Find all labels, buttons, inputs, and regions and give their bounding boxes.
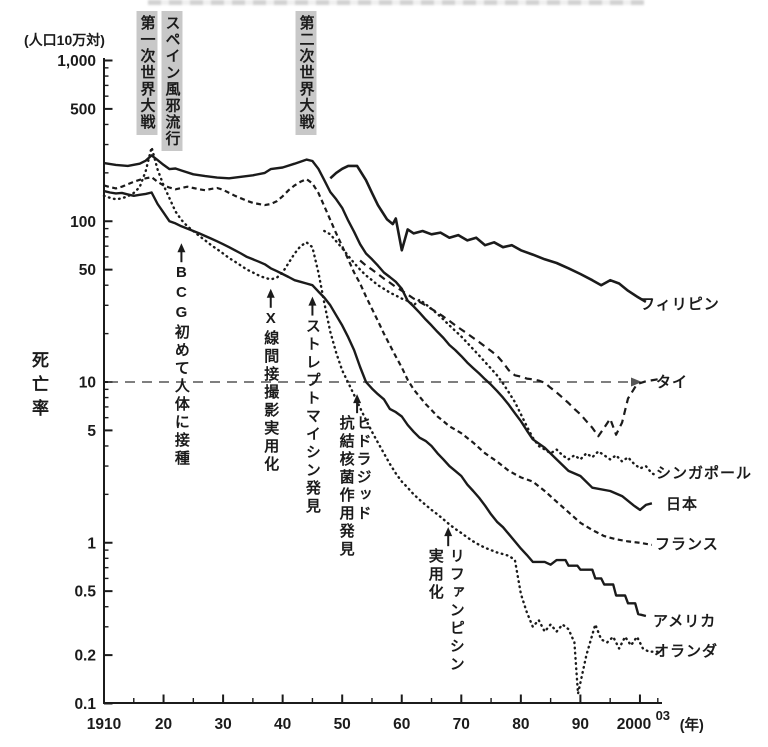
series-line-singapore — [323, 229, 659, 478]
y-tick-label: 1,000 — [57, 53, 96, 70]
series-line-thailand — [359, 259, 658, 438]
x-axis-unit-label: (年) — [680, 716, 704, 734]
x-tick-label: 2000 — [617, 716, 651, 733]
x-tick-label: 70 — [453, 716, 470, 733]
x-tick-label: 90 — [572, 716, 589, 733]
up-arrow-icon — [308, 296, 317, 306]
up-arrow-icon — [353, 394, 362, 404]
axis-lines — [103, 58, 662, 704]
y-tick-label: 5 — [87, 423, 96, 440]
series-line-netherlands — [102, 146, 659, 695]
series-line-japan — [103, 154, 653, 512]
series-line-america — [103, 189, 647, 618]
y-tick-label: 0.5 — [74, 584, 96, 601]
x-tick-label: 50 — [334, 716, 351, 733]
x-tick-label: 40 — [274, 716, 291, 733]
x-final-tick-label: 03 — [656, 708, 670, 723]
y-tick-label: 1 — [87, 535, 96, 552]
x-tick-label: 30 — [214, 716, 231, 733]
right-arrow-icon — [631, 377, 642, 387]
y-tick-label: 50 — [79, 262, 96, 279]
y-tick-label: 0.2 — [74, 648, 96, 665]
x-tick-label: 1910 — [87, 716, 121, 733]
x-tick-label: 60 — [393, 716, 410, 733]
x-tick-label: 20 — [155, 716, 172, 733]
up-arrow-icon — [177, 243, 186, 253]
y-tick-label: 100 — [70, 214, 96, 231]
series-line-france — [103, 176, 653, 546]
up-arrow-icon — [266, 288, 275, 298]
y-tick-label: 10 — [79, 375, 96, 392]
x-tick-label: 80 — [512, 716, 529, 733]
series-line-philippines — [329, 164, 647, 304]
y-tick-label: 0.1 — [74, 696, 96, 713]
cropped-title-remnant — [148, 0, 644, 5]
up-arrow-icon — [444, 527, 453, 537]
y-tick-label: 500 — [70, 101, 96, 118]
